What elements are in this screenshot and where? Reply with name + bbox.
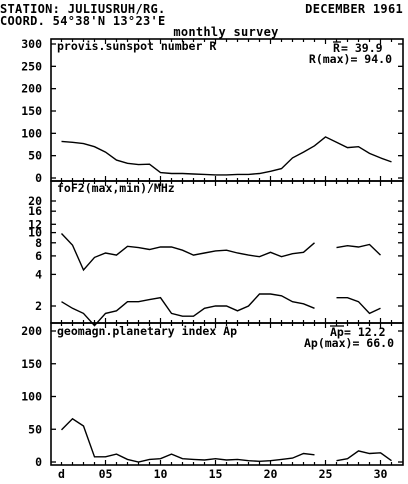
y-tick-label: 200	[21, 324, 42, 338]
x-tick-label: 30	[374, 467, 388, 480]
y-tick-label: 100	[21, 126, 42, 140]
x-tick-label: 10	[154, 467, 168, 480]
y-tick-label: 150	[21, 357, 42, 371]
y-tick-label: 6	[35, 249, 42, 263]
y-tick-label: 4	[35, 267, 42, 281]
series-line	[60, 233, 381, 272]
y-tick-label: 0	[35, 455, 42, 469]
fof2-panel-frame	[50, 180, 404, 324]
y-tick-label: 50	[28, 149, 42, 163]
y-tick-label: 20	[28, 194, 42, 208]
fof2-panel-title: foF2(max,min)/MHz	[57, 181, 175, 195]
series-line	[61, 417, 392, 463]
x-tick-label: 25	[319, 467, 333, 480]
sunspot-mean-label: R	[333, 41, 340, 55]
y-tick-label: 200	[21, 82, 42, 96]
ap-mean-value: = 12.2	[344, 325, 386, 339]
x-tick-label: 15	[209, 467, 223, 480]
y-tick-label: 8	[35, 236, 42, 250]
date-label: DECEMBER 1961	[305, 2, 403, 16]
y-tick-label: 10	[28, 226, 42, 240]
sunspot-mean-value: = 39.9	[341, 41, 383, 55]
y-tick-label: 150	[21, 104, 42, 118]
ap-mean-label: Ap	[330, 325, 344, 339]
y-tick-label: 0	[35, 171, 42, 185]
survey-subtitle: monthly survey	[173, 25, 278, 39]
ap-max-label: Ap(max)= 66.0	[304, 336, 394, 350]
x-tick-label: d	[58, 467, 65, 480]
y-tick-label: 16	[28, 204, 42, 218]
y-tick-label: 300	[21, 37, 42, 51]
x-tick-label: 20	[264, 467, 278, 480]
station-label: STATION: JULIUSRUH/RG.	[0, 2, 166, 16]
y-tick-label: 250	[21, 59, 42, 73]
sunspot-max-label: R(max)= 94.0	[309, 52, 392, 66]
y-tick-label: 50	[28, 422, 42, 436]
series-line	[61, 293, 381, 327]
series-line	[61, 136, 392, 176]
sunspot-panel-title: provis.sunspot number R	[57, 39, 216, 53]
x-tick-label: 05	[99, 467, 113, 480]
coord-label: COORD. 54°38'N 13°23'E	[0, 14, 166, 28]
ap-panel-title: geomagn.planetary index Ap	[57, 324, 237, 338]
y-tick-label: 100	[21, 390, 42, 404]
y-tick-label: 2	[35, 299, 42, 313]
y-tick-label: 12	[28, 217, 42, 231]
